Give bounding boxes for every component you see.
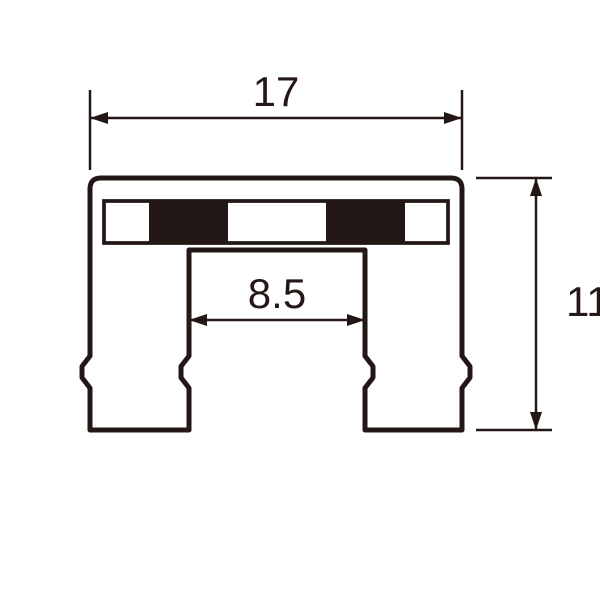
arrowhead — [444, 112, 462, 124]
dimension-label: 17 — [253, 68, 300, 115]
arrowhead — [90, 112, 108, 124]
dimension-label: 8.5 — [248, 270, 306, 317]
arrowhead — [530, 178, 542, 196]
technical-drawing: 17 8.5 11 — [0, 0, 600, 600]
dimension-label: 11 — [566, 278, 600, 325]
arrowhead — [347, 314, 365, 326]
contact-pad-right — [326, 201, 405, 243]
arrowhead — [189, 314, 207, 326]
contact-pad-left — [149, 201, 228, 243]
arrowhead — [530, 412, 542, 430]
